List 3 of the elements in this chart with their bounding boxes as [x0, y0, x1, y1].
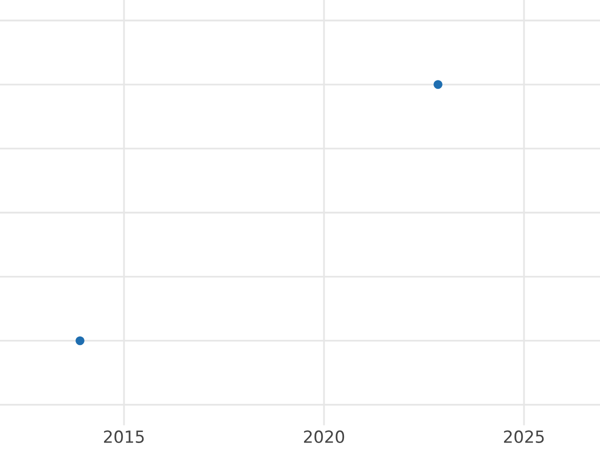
x-tick-label: 2020 — [304, 430, 344, 444]
x-tick-label: 2025 — [504, 430, 544, 444]
x-tick-label: 2015 — [104, 430, 144, 444]
